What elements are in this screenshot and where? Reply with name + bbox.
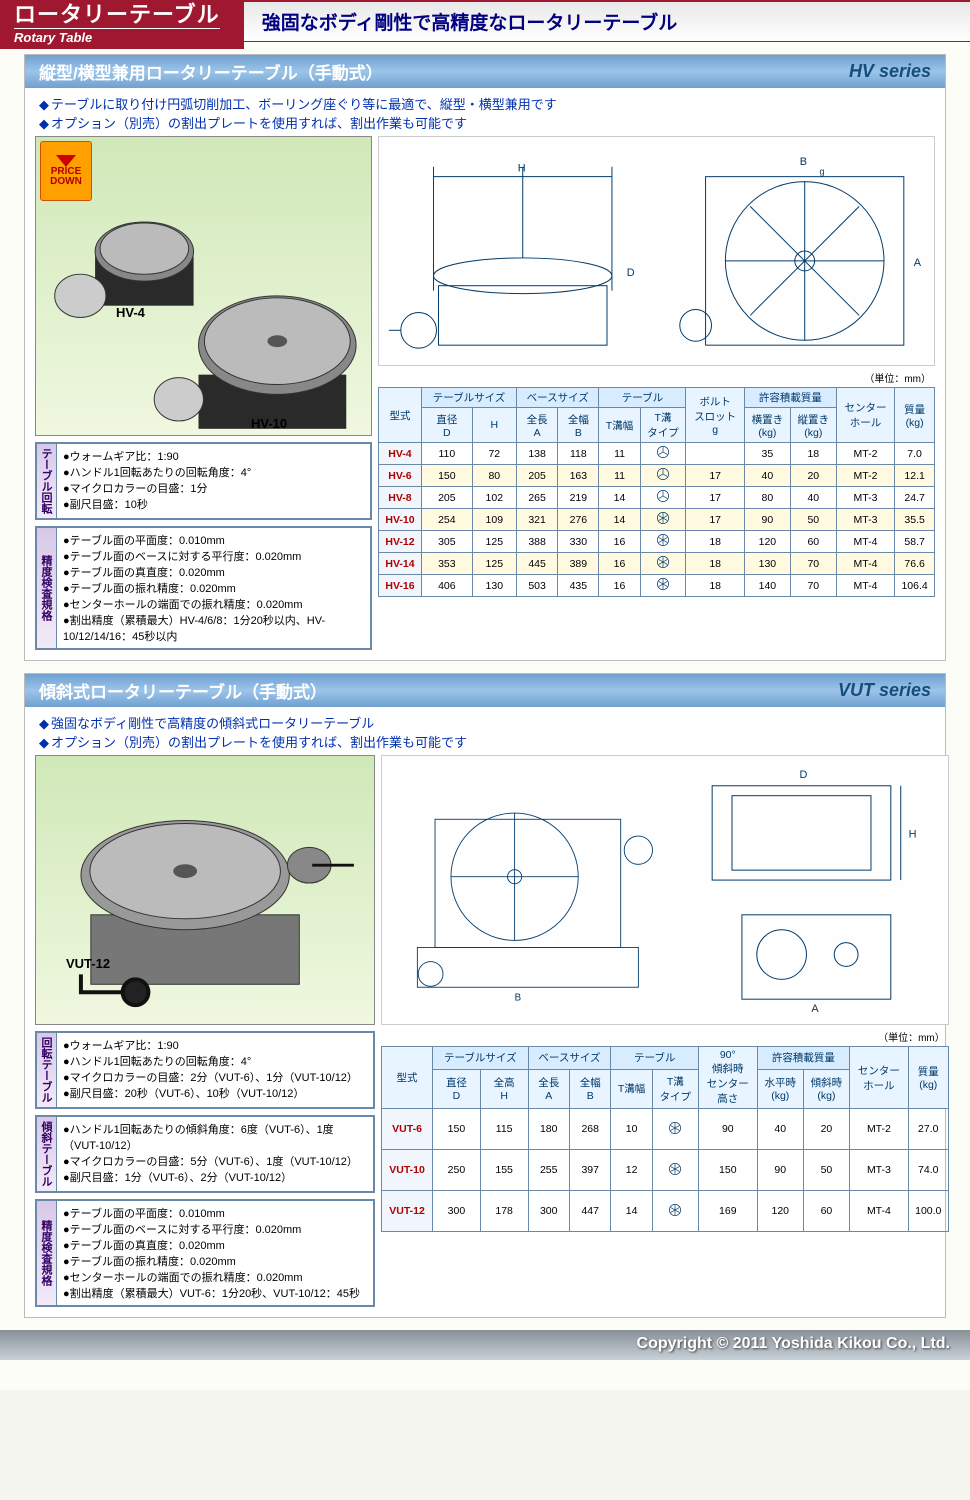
svg-text:D: D bbox=[627, 267, 635, 279]
vut-bullet: 強固なボディ剛性で高精度の傾斜式ロータリーテーブル bbox=[39, 713, 931, 732]
svg-text:g: g bbox=[820, 167, 825, 177]
vut-label: VUT-12 bbox=[66, 956, 110, 971]
hv10-label: HV-10 bbox=[251, 416, 287, 431]
vut-unit: （単位：mm） bbox=[381, 1029, 945, 1044]
hv4-label: HV-4 bbox=[116, 305, 145, 320]
hv-bullet: オプション（別売）の割出プレートを使用すれば、割出作業も可能です bbox=[39, 113, 931, 132]
hv-title: 縦型/横型兼用ロータリーテーブル（手動式） bbox=[39, 59, 849, 84]
title-block: ロータリーテーブル Rotary Table bbox=[0, 0, 244, 49]
hv-series: HV series bbox=[849, 61, 931, 82]
vut-rotation-box: 回転テーブル ウォームギア比：1:90 ハンドル1回転あたりの回転角度：4° マ… bbox=[35, 1031, 375, 1109]
vut-bullets: 強固なボディ剛性で高精度の傾斜式ロータリーテーブル オプション（別売）の割出プレ… bbox=[25, 707, 945, 755]
table-row: HV-411072138118113518MT-27.0 bbox=[378, 443, 934, 465]
vut-section: 傾斜式ロータリーテーブル（手動式） VUT series 強固なボディ剛性で高精… bbox=[24, 673, 946, 1318]
svg-text:H: H bbox=[909, 828, 917, 840]
hv-bullets: テーブルに取り付け円弧切削加工、ボーリング座ぐり等に最適で、縦型・横型兼用です … bbox=[25, 88, 945, 136]
vut-diagrams: B D H A bbox=[381, 755, 949, 1025]
vut-spec-table: 型式 テーブルサイズ ベースサイズ テーブル 90° 傾斜時 センター 高さ 許… bbox=[381, 1046, 949, 1232]
svg-text:H: H bbox=[518, 163, 526, 175]
hv-diagrams: H D B bbox=[378, 136, 935, 366]
price-down-badge: PRICE DOWN bbox=[40, 141, 92, 201]
footer: Copyright © 2011 Yoshida Kikou Co., Ltd. bbox=[0, 1330, 970, 1360]
hv-section: 縦型/横型兼用ロータリーテーブル（手動式） HV series テーブルに取り付… bbox=[24, 54, 946, 661]
svg-text:B: B bbox=[800, 156, 807, 168]
vut-title: 傾斜式ロータリーテーブル（手動式） bbox=[39, 678, 838, 703]
table-row: HV-820510226521914178040MT-324.7 bbox=[378, 487, 934, 509]
hv-photo: PRICE DOWN bbox=[35, 136, 372, 436]
vut-bullet: オプション（別売）の割出プレートを使用すれば、割出作業も可能です bbox=[39, 732, 931, 751]
svg-text:D: D bbox=[799, 769, 807, 781]
title-jp: ロータリーテーブル bbox=[14, 4, 220, 26]
table-row: HV-14353125445389161813070MT-476.6 bbox=[378, 553, 934, 575]
vut-tilt-box: 傾斜テーブル ハンドル1回転あたりの傾斜角度：6度（VUT-6）、1度（VUT-… bbox=[35, 1115, 375, 1193]
hv-rotation-box: テーブル回転 ウォームギア比：1:90 ハンドル1回転あたりの回転角度：4° マ… bbox=[35, 442, 372, 520]
tagline: 強固なボディ剛性で高精度なロータリーテーブル bbox=[244, 0, 970, 42]
vut-series: VUT series bbox=[838, 680, 931, 701]
svg-text:B: B bbox=[515, 993, 521, 1004]
title-en: Rotary Table bbox=[14, 28, 220, 45]
hv-accuracy-box: 精度検査規格 テーブル面の平面度：0.010mm テーブル面のベースに対する平行… bbox=[35, 526, 372, 650]
table-row: HV-12305125388330161812060MT-458.7 bbox=[378, 531, 934, 553]
table-row: VUT-615011518026810904020MT-227.0 bbox=[382, 1109, 949, 1150]
table-row: VUT-10250155255397121509050MT-374.0 bbox=[382, 1150, 949, 1191]
header: ロータリーテーブル Rotary Table 強固なボディ剛性で高精度なロータリ… bbox=[0, 0, 970, 42]
table-row: VUT-123001783004471416912060MT-4100.0 bbox=[382, 1191, 949, 1232]
table-row: HV-1025410932127614179050MT-335.5 bbox=[378, 509, 934, 531]
svg-text:A: A bbox=[914, 257, 922, 269]
table-row: HV-16406130503435161814070MT-4106.4 bbox=[378, 575, 934, 597]
vut-photo: VUT-12 bbox=[35, 755, 375, 1025]
hv-bullet: テーブルに取り付け円弧切削加工、ボーリング座ぐり等に最適で、縦型・横型兼用です bbox=[39, 94, 931, 113]
hv-section-header: 縦型/横型兼用ロータリーテーブル（手動式） HV series bbox=[25, 55, 945, 88]
hv-spec-table: 型式 テーブルサイズ ベースサイズ テーブル ボルト スロット g 許容積載質量… bbox=[378, 387, 935, 597]
svg-text:A: A bbox=[811, 1003, 819, 1015]
hv-unit: （単位：mm） bbox=[378, 370, 931, 385]
vut-section-header: 傾斜式ロータリーテーブル（手動式） VUT series bbox=[25, 674, 945, 707]
table-row: HV-61508020516311174020MT-212.1 bbox=[378, 465, 934, 487]
vut-accuracy-box: 精度検査規格 テーブル面の平面度：0.010mm テーブル面のベースに対する平行… bbox=[35, 1199, 375, 1307]
